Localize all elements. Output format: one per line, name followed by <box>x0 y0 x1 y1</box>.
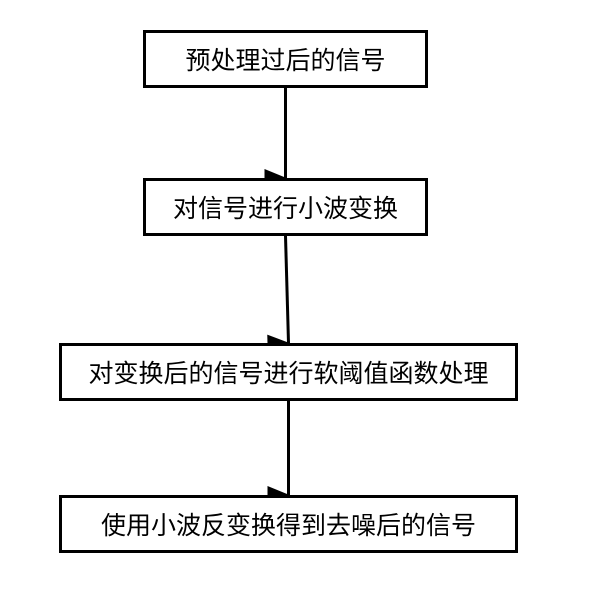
flowchart-node: 对变换后的信号进行软阈值函数处理 <box>59 343 518 401</box>
flowchart-node: 预处理过后的信号 <box>143 30 428 88</box>
flowchart-node-label: 对变换后的信号进行软阈值函数处理 <box>88 354 488 390</box>
flowchart-edge <box>286 236 289 343</box>
flowchart-node: 对信号进行小波变换 <box>143 178 428 236</box>
flowchart-node: 使用小波反变换得到去噪后的信号 <box>59 495 518 553</box>
flowchart-node-label: 预处理过后的信号 <box>185 41 385 77</box>
flowchart-canvas: 预处理过后的信号对信号进行小波变换对变换后的信号进行软阈值函数处理使用小波反变换… <box>0 0 591 613</box>
flowchart-node-label: 使用小波反变换得到去噪后的信号 <box>101 506 476 542</box>
flowchart-node-label: 对信号进行小波变换 <box>173 189 398 225</box>
